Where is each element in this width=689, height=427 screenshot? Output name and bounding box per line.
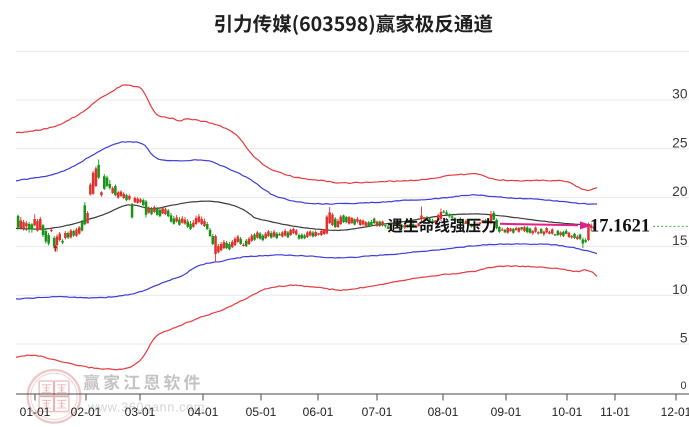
- svg-text:0: 0: [680, 380, 686, 392]
- svg-text:11-01: 11-01: [600, 405, 630, 419]
- svg-text:30: 30: [672, 87, 688, 102]
- svg-text:05-01: 05-01: [246, 405, 277, 419]
- svg-text:10: 10: [672, 282, 688, 297]
- svg-text:02-01: 02-01: [71, 405, 102, 419]
- svg-text:06-01: 06-01: [303, 405, 334, 419]
- svg-text:03-01: 03-01: [125, 405, 156, 419]
- svg-text:www.360gann.com: www.360gann.com: [87, 400, 205, 415]
- svg-text:12-01: 12-01: [661, 405, 689, 419]
- svg-text:09-01: 09-01: [491, 405, 522, 419]
- svg-text:20: 20: [672, 184, 688, 199]
- svg-text:10-01: 10-01: [552, 405, 583, 419]
- svg-text:08-01: 08-01: [428, 405, 459, 419]
- svg-text:01-01: 01-01: [20, 405, 51, 419]
- svg-text:04-01: 04-01: [188, 405, 219, 419]
- svg-text:5: 5: [680, 331, 688, 346]
- svg-text:17.1621: 17.1621: [590, 217, 650, 237]
- svg-text:15: 15: [672, 233, 688, 248]
- svg-text:07-01: 07-01: [362, 405, 393, 419]
- svg-text:25: 25: [672, 135, 688, 150]
